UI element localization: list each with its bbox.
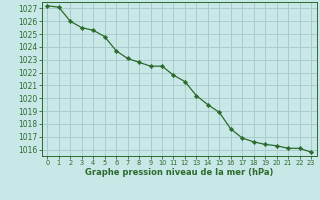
X-axis label: Graphe pression niveau de la mer (hPa): Graphe pression niveau de la mer (hPa)	[85, 168, 273, 177]
